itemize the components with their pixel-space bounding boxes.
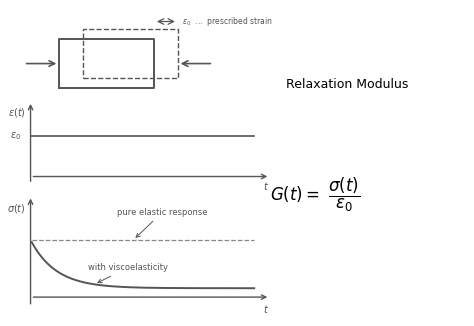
Text: t: t [264,182,267,192]
Text: with viscoelasticity: with viscoelasticity [88,263,168,283]
Text: $\varepsilon_0$  ...  prescribed strain: $\varepsilon_0$ ... prescribed strain [182,15,273,28]
Text: t: t [264,305,267,315]
Text: $G(t)=\ \dfrac{\sigma(t)}{\varepsilon_0}$: $G(t)=\ \dfrac{\sigma(t)}{\varepsilon_0}… [270,175,360,214]
Text: $\varepsilon(t)$: $\varepsilon(t)$ [8,106,26,119]
Text: Relaxation Modulus: Relaxation Modulus [286,78,409,91]
Text: pure elastic response: pure elastic response [117,208,208,237]
Text: $\varepsilon_0$: $\varepsilon_0$ [10,130,21,142]
Text: $\sigma(t)$: $\sigma(t)$ [8,202,26,215]
